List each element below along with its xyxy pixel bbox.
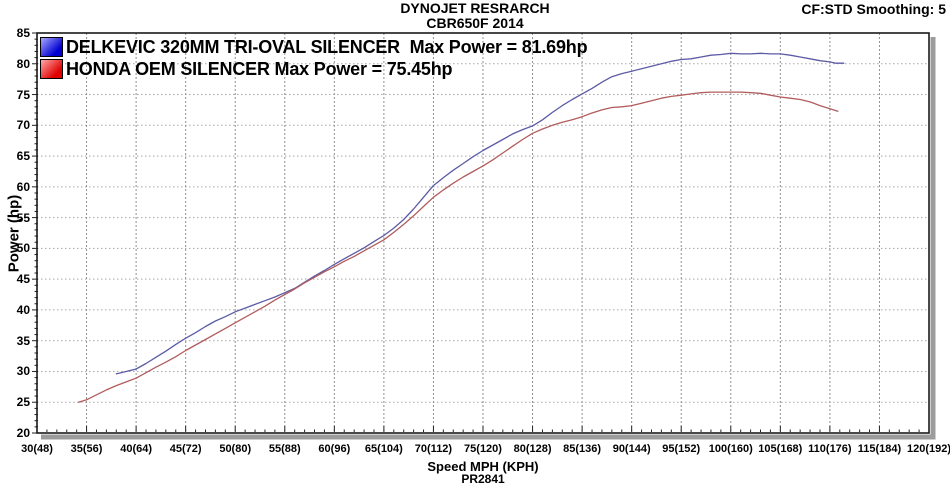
x-tick-label: 85(136) (563, 443, 602, 455)
y-tick-label: 40 (16, 302, 30, 317)
x-tick-label: 115(184) (857, 443, 902, 455)
x-tick-label: 40(64) (120, 443, 153, 455)
y-tick-label: 20 (16, 426, 30, 440)
x-tick-label: 75(120) (464, 443, 502, 455)
legend-label-delkevic: DELKEVIC 320MM TRI-OVAL SILENCER Max Pow… (66, 36, 588, 57)
y-tick-label: 65 (16, 149, 30, 164)
blue-swatch-icon (40, 37, 63, 57)
delkevic-power-curve (115, 52, 845, 375)
x-axis-title: Speed MPH (KPH) (427, 459, 539, 474)
run-code: PR2841 (461, 472, 505, 485)
honda-oem-power-curve (77, 91, 839, 403)
y-tick-label: 35 (16, 333, 30, 348)
y-tick-label: 55 (16, 210, 30, 225)
y-tick-label: 45 (16, 272, 30, 287)
page-subtitle: CBR650F 2014 (426, 15, 524, 31)
x-tick-label: 105(168) (758, 443, 803, 455)
y-tick-label: 50 (16, 241, 30, 256)
x-tick-label: 30(48) (21, 443, 53, 455)
x-tick-label: 35(56) (70, 443, 103, 455)
x-tick-label: 65(104) (364, 443, 403, 455)
y-tick-label: 70 (16, 118, 30, 133)
page-title: DYNOJET RESRARCH (400, 0, 550, 16)
red-swatch-icon (40, 59, 63, 79)
x-tick-label: 80(128) (513, 443, 552, 455)
x-tick-label: 70(112) (414, 443, 453, 455)
x-tick-label: 50(80) (219, 443, 252, 455)
x-tick-label: 60(96) (318, 443, 351, 455)
x-tick-label: 55(88) (268, 443, 301, 455)
y-tick-label: 25 (16, 395, 30, 410)
y-axis-title: Power (hp) (5, 194, 23, 273)
legend-item-delkevic: DELKEVIC 320MM TRI-OVAL SILENCER Max Pow… (40, 36, 588, 58)
x-tick-label: 110(176) (808, 443, 852, 455)
chart-legend: DELKEVIC 320MM TRI-OVAL SILENCER Max Pow… (40, 36, 588, 80)
x-tick-label: 90(144) (612, 443, 651, 455)
y-tick-label: 85 (16, 26, 30, 40)
y-tick-label: 30 (16, 364, 30, 379)
legend-label-honda: HONDA OEM SILENCER Max Power = 75.45hp (66, 58, 453, 79)
x-tick-label: 120(192) (906, 443, 950, 455)
x-tick-label: 100(160) (708, 443, 753, 455)
legend-item-honda: HONDA OEM SILENCER Max Power = 75.45hp (40, 58, 587, 80)
y-tick-label: 75 (16, 87, 30, 102)
x-tick-label: 95(152) (662, 443, 701, 455)
smoothing-setting: CF:STD Smoothing: 5 (801, 1, 946, 17)
x-tick-label: 45(72) (169, 443, 202, 455)
y-tick-label: 60 (16, 179, 30, 194)
y-tick-label: 80 (16, 56, 30, 71)
